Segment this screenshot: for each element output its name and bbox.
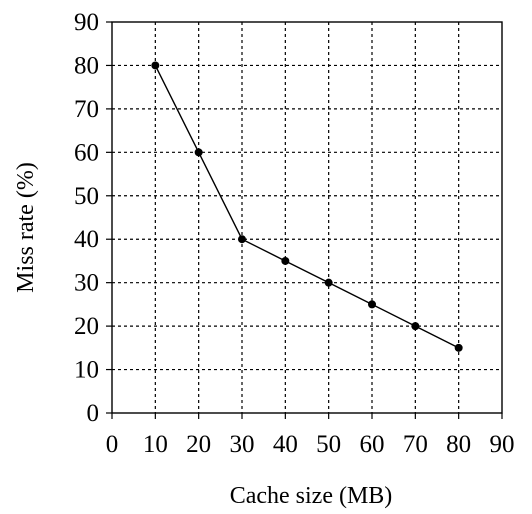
data-point <box>411 322 420 331</box>
plot-frame <box>111 21 503 414</box>
data-point <box>368 300 376 309</box>
x-tick-label: 50 <box>316 431 341 458</box>
y-tick-label: 10 <box>74 357 99 384</box>
x-axis-title: Cache size (MB) <box>230 483 393 509</box>
x-tick-label: 10 <box>143 431 168 458</box>
x-tick-label: 70 <box>403 431 428 458</box>
y-tick-label: 0 <box>87 400 100 427</box>
y-tick-label: 80 <box>74 52 99 79</box>
y-tick-label: 40 <box>74 226 99 253</box>
data-point <box>151 61 160 70</box>
y-tick-label: 20 <box>74 313 99 340</box>
y-tick-label: 70 <box>74 96 99 123</box>
data-points <box>151 61 463 352</box>
x-axis-ticks: 0 10 20 30 40 50 60 70 80 90 <box>106 413 515 458</box>
y-axis-title: Miss rate (%) <box>13 162 39 293</box>
y-tick-label: 60 <box>74 139 99 166</box>
x-tick-label: 20 <box>186 431 211 458</box>
y-axis-ticks: 0 10 20 30 40 50 60 70 80 90 <box>74 9 112 427</box>
y-tick-label: 90 <box>74 9 99 36</box>
y-tick-label: 30 <box>74 270 99 297</box>
x-tick-label: 40 <box>273 431 298 458</box>
x-tick-label: 0 <box>106 431 119 458</box>
data-point <box>194 148 203 157</box>
x-tick-label: 90 <box>490 431 515 458</box>
data-point <box>238 235 246 244</box>
x-tick-label: 30 <box>230 431 255 458</box>
grid-lines <box>112 22 502 413</box>
x-tick-label: 60 <box>360 431 385 458</box>
y-tick-label: 50 <box>74 183 99 210</box>
data-point <box>281 256 290 265</box>
x-tick-label: 80 <box>446 431 471 458</box>
data-point <box>324 278 333 287</box>
data-point <box>454 343 463 352</box>
series-line <box>154 65 459 349</box>
